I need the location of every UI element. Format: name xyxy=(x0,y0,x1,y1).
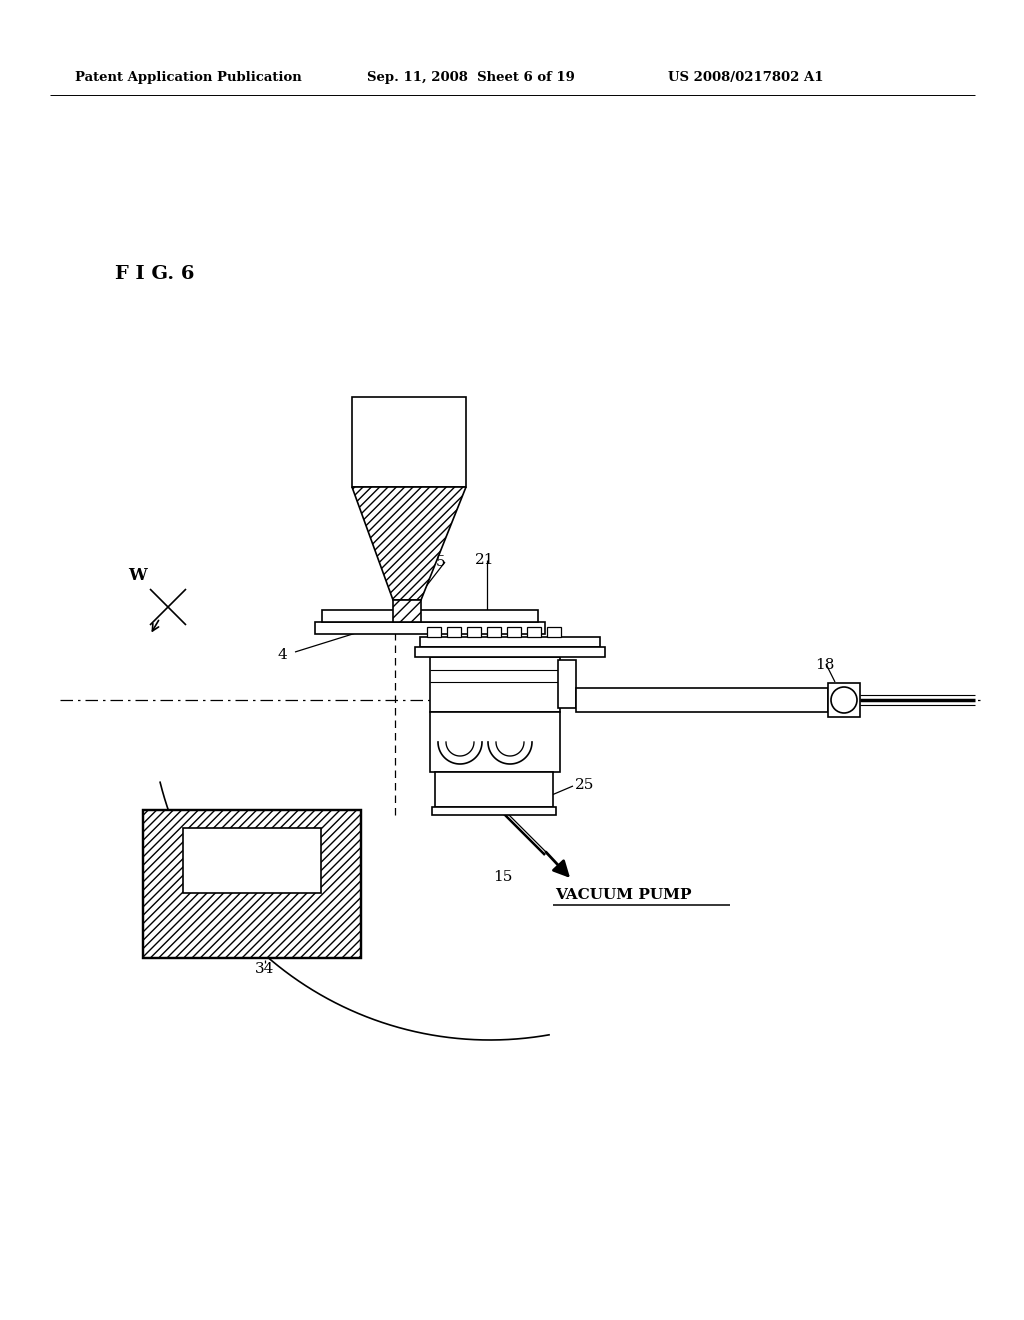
Bar xyxy=(430,657,560,711)
Bar xyxy=(447,627,461,638)
Bar xyxy=(415,647,605,657)
Text: 34: 34 xyxy=(255,962,274,975)
Polygon shape xyxy=(183,828,321,894)
Text: Sep. 11, 2008  Sheet 6 of 19: Sep. 11, 2008 Sheet 6 of 19 xyxy=(367,71,574,84)
Polygon shape xyxy=(352,487,466,601)
Bar xyxy=(322,610,538,622)
Text: 4: 4 xyxy=(278,648,287,663)
Bar xyxy=(558,660,575,708)
Bar xyxy=(435,772,553,807)
Text: W: W xyxy=(128,566,146,583)
Bar xyxy=(432,807,556,814)
Bar xyxy=(828,682,860,717)
Bar xyxy=(352,397,466,487)
Bar xyxy=(507,627,521,638)
Bar xyxy=(575,688,828,711)
Bar xyxy=(427,627,441,638)
Text: 5: 5 xyxy=(436,554,445,569)
Text: 21: 21 xyxy=(475,553,495,568)
Text: VACUUM PUMP: VACUUM PUMP xyxy=(555,888,691,902)
Bar xyxy=(547,627,561,638)
Text: US 2008/0217802 A1: US 2008/0217802 A1 xyxy=(668,71,823,84)
Bar xyxy=(487,627,501,638)
Bar xyxy=(315,622,545,634)
Bar xyxy=(420,638,600,647)
Text: 15: 15 xyxy=(493,870,512,884)
Bar xyxy=(430,711,560,772)
Text: Patent Application Publication: Patent Application Publication xyxy=(75,71,302,84)
Bar xyxy=(393,601,421,622)
Text: F I G. 6: F I G. 6 xyxy=(115,265,195,282)
Circle shape xyxy=(831,686,857,713)
Text: 25: 25 xyxy=(575,777,594,792)
Bar xyxy=(467,627,481,638)
Text: 18: 18 xyxy=(815,657,835,672)
Bar xyxy=(527,627,541,638)
Polygon shape xyxy=(143,810,361,958)
